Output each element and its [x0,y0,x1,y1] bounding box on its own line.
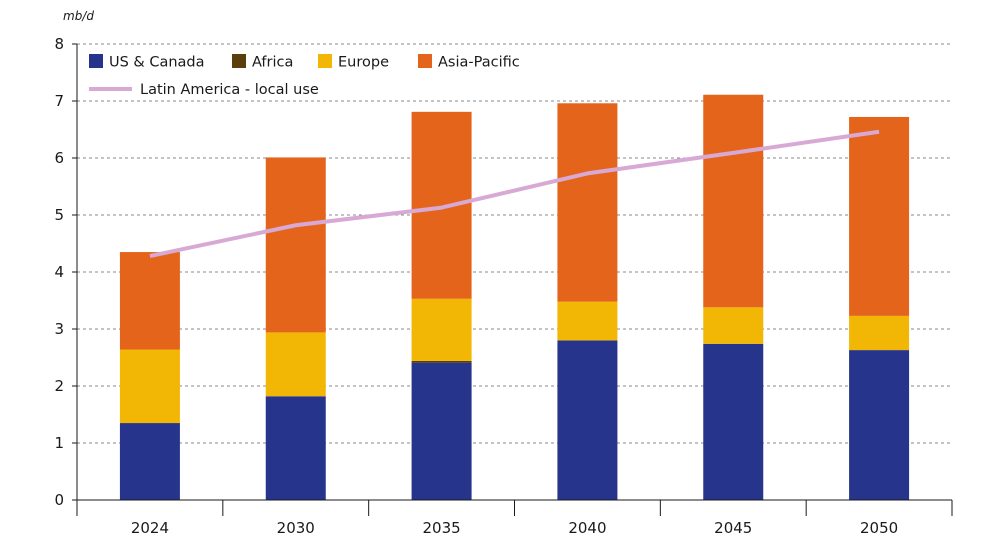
legend-swatch-us-canada [89,54,103,68]
gridlines [77,43,952,444]
y-tick-label: 4 [54,263,64,281]
bar-asia-pacific-2045 [703,94,764,308]
bar-asia-pacific-2024 [119,252,180,350]
bar-us-canada-2045 [703,343,764,500]
x-tick-label: 2030 [277,519,315,537]
y-tick-label: 3 [54,320,64,338]
bar-europe-2035 [411,298,472,361]
line-series [149,129,880,258]
bar-asia-pacific-2040 [557,103,618,302]
line-latin-america-local-use [149,129,880,258]
y-tick-label: 2 [54,377,64,395]
y-axis-unit-label: mb/d [63,9,94,23]
axes [72,43,953,516]
bar-europe-2040 [557,301,618,341]
y-tick-label: 7 [54,92,64,110]
legend-swatch-asia-pacific [418,54,432,68]
bar-asia-pacific-2030 [265,157,326,333]
bar-asia-pacific-2050 [849,116,910,316]
bar-europe-2050 [849,315,910,351]
legend: US & Canada Africa Europe Asia-Pacific Latin… [80,48,580,98]
bar-us-canada-2024 [119,423,180,500]
x-tick-label: 2045 [714,519,752,537]
y-tick-label: 0 [54,491,64,509]
bars [119,94,910,500]
legend-swatch-africa [232,54,246,68]
bar-us-canada-2035 [411,362,472,500]
x-tick-label: 2040 [568,519,606,537]
x-tick-label: 2024 [131,519,169,537]
legend-label-asia-pacific: Asia-Pacific [438,55,520,71]
x-tick-label: 2050 [860,519,898,537]
x-tick-label: 2035 [422,519,460,537]
bar-asia-pacific-2035 [411,111,472,299]
y-tick-label: 5 [54,206,64,224]
bar-europe-2024 [119,349,180,424]
y-tick-label: 8 [54,35,64,53]
x-tick-labels: 2024 2030 2035 2040 2045 2050 [131,519,898,537]
legend-label-latin-america-local-use: Latin America - local use [140,82,319,98]
bar-europe-2045 [703,307,764,344]
y-tick-labels: 0 1 2 3 4 5 6 7 8 [54,35,64,509]
bar-africa-2035 [411,360,472,363]
bar-us-canada-2040 [557,340,618,500]
y-tick-label: 1 [54,434,64,452]
legend-label-us-canada: US & Canada [109,55,205,71]
bar-europe-2030 [265,332,326,397]
legend-swatch-europe [318,54,332,68]
bar-us-canada-2050 [849,350,910,500]
legend-label-africa: Africa [252,55,293,71]
y-tick-label: 6 [54,149,64,167]
bar-us-canada-2030 [265,396,326,500]
legend-label-europe: Europe [338,55,389,71]
